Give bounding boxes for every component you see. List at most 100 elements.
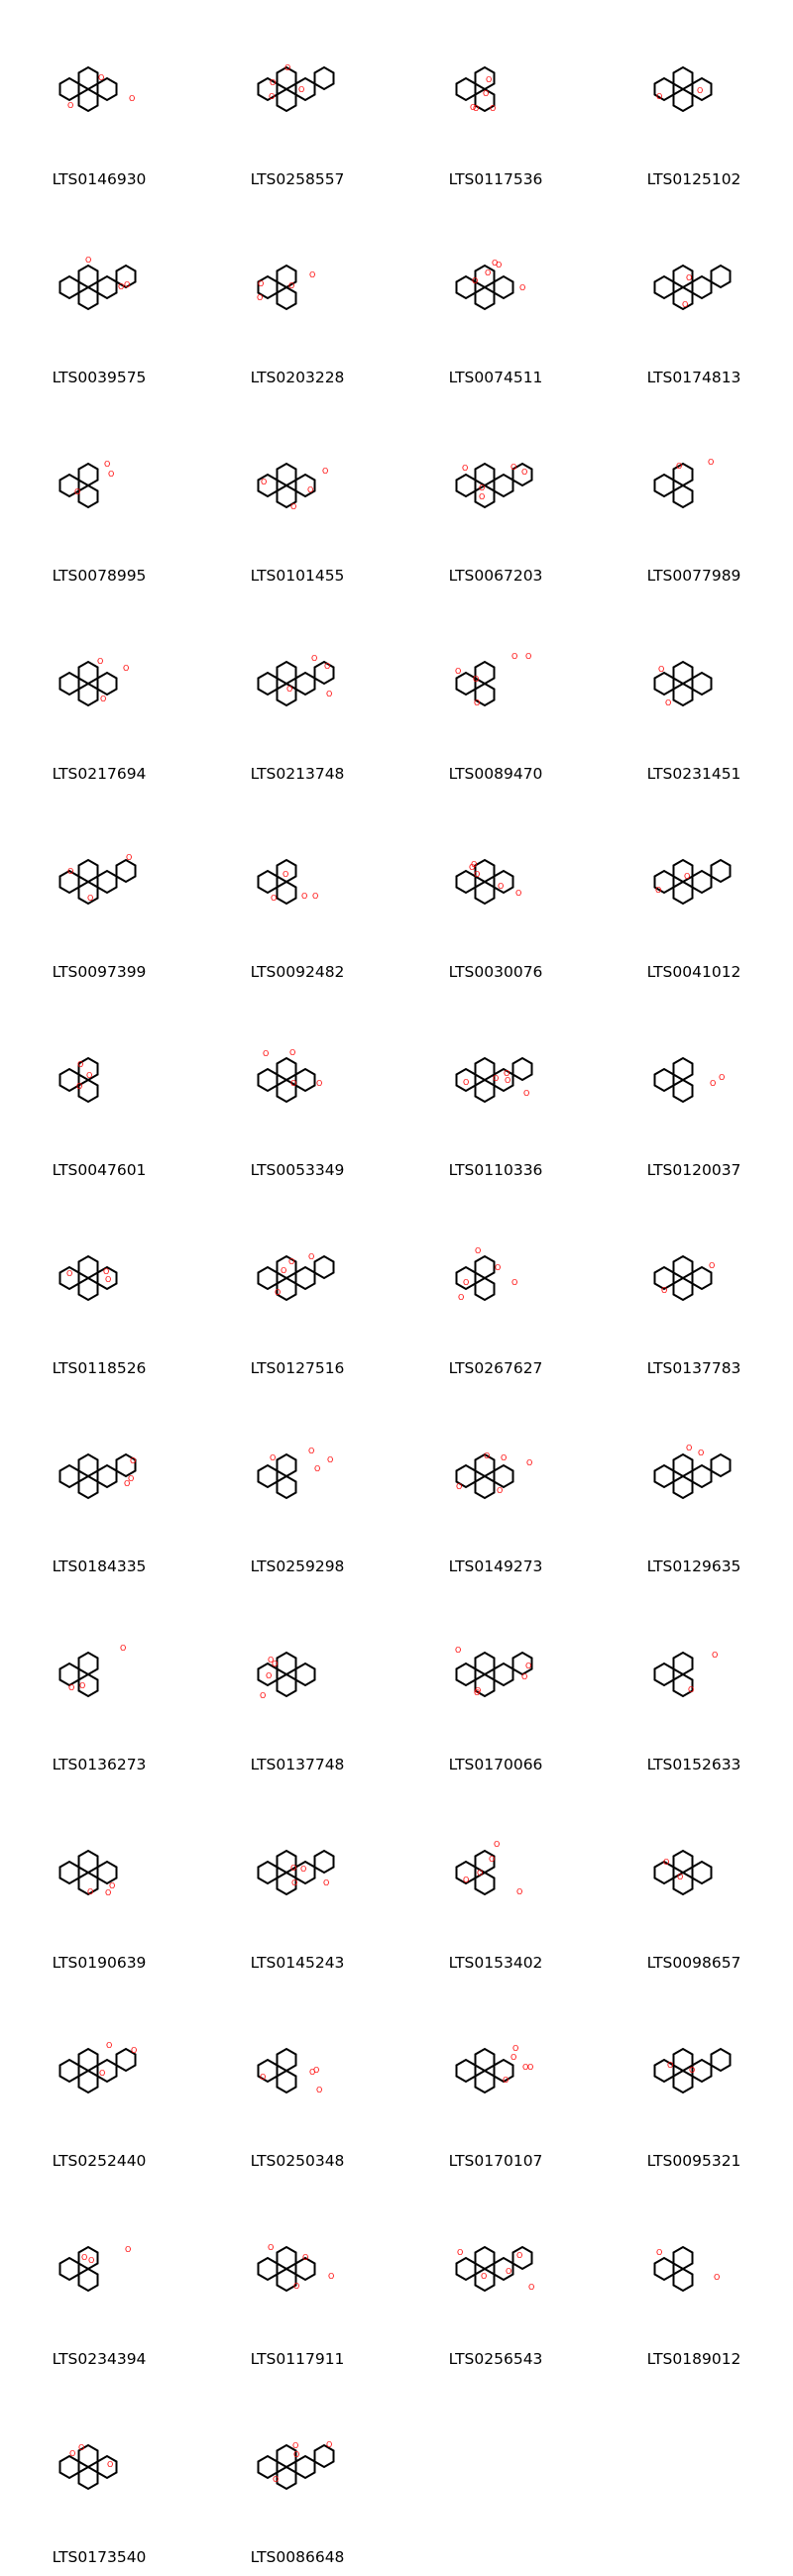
molecule-cell: O O O LTS0190639: [0, 1783, 198, 1982]
svg-text:O: O: [99, 2069, 105, 2078]
svg-text:O: O: [655, 886, 661, 895]
svg-text:O: O: [309, 2068, 315, 2077]
svg-text:O: O: [268, 2243, 274, 2252]
svg-text:O: O: [475, 1686, 481, 1695]
molecule-cell: O O LTS0098657: [595, 1783, 793, 1982]
svg-text:O: O: [505, 1076, 510, 1085]
molecule-id-label: LTS0189012: [646, 2350, 741, 2368]
svg-text:O: O: [492, 259, 498, 268]
svg-text:O: O: [124, 1479, 130, 1488]
molecule-cell: O O O O O LTS0067203: [396, 396, 595, 594]
svg-text:O: O: [667, 2061, 673, 2070]
svg-text:O: O: [288, 1257, 294, 1266]
svg-text:O: O: [105, 1275, 111, 1284]
svg-text:O: O: [271, 894, 277, 903]
svg-text:O: O: [129, 94, 135, 103]
molecule-id-label: LTS0252440: [52, 2152, 147, 2170]
svg-text:O: O: [661, 1286, 667, 1295]
molecule-cell: O O O O O LTS0170107: [396, 1982, 595, 2180]
svg-text:O: O: [526, 1458, 532, 1467]
svg-text:O: O: [120, 1644, 126, 1653]
svg-text:O: O: [131, 2046, 137, 2055]
molecule-cell: O O O LTS0252440: [0, 1982, 198, 2180]
molecule-id-label: LTS0117911: [250, 2350, 345, 2368]
svg-text:O: O: [308, 1252, 314, 1261]
svg-text:O: O: [708, 458, 714, 467]
svg-text:O: O: [516, 2251, 522, 2260]
svg-text:O: O: [106, 2041, 112, 2050]
svg-text:O: O: [77, 1060, 83, 1069]
svg-text:O: O: [326, 690, 332, 698]
molecule-structure-icon: OOO: [58, 65, 135, 113]
molecule-cell: O O O O LTS0137748: [198, 1585, 396, 1783]
svg-text:O: O: [290, 1079, 296, 1088]
molecule-structure-icon: OO: [653, 65, 713, 113]
molecule-id-label: LTS0078995: [52, 567, 147, 585]
molecule-id-label: LTS0077989: [646, 567, 741, 585]
svg-text:O: O: [677, 1873, 683, 1881]
molecule-cell: O O O O O LTS0153402: [396, 1783, 595, 1982]
svg-text:O: O: [686, 273, 692, 282]
svg-text:O: O: [463, 1278, 469, 1287]
molecule-structure-icon: OOO: [58, 1056, 99, 1104]
molecule-cell: O O O O LTS0127516: [198, 1189, 396, 1387]
molecule-structure-icon: OOO: [58, 1254, 118, 1302]
svg-text:O: O: [719, 1073, 725, 1082]
molecule-id-label: LTS0190639: [52, 1954, 147, 1972]
molecule-cell: O O LTS0125102: [595, 0, 793, 198]
svg-text:O: O: [270, 1453, 276, 1462]
svg-text:O: O: [656, 92, 662, 101]
molecule-id-label: LTS0086648: [250, 2548, 345, 2566]
svg-text:O: O: [689, 2066, 695, 2075]
molecule-cell: O O O O LTS0101455: [198, 396, 396, 594]
svg-text:O: O: [269, 92, 275, 101]
molecule-id-label: LTS0153402: [448, 1954, 543, 1972]
svg-text:O: O: [107, 2460, 113, 2469]
svg-text:O: O: [527, 2063, 533, 2072]
molecule-structure-icon: OO: [653, 1651, 718, 1698]
svg-text:O: O: [512, 2044, 518, 2053]
molecule-id-label: LTS0092482: [250, 963, 345, 981]
molecule-id-label: LTS0152633: [646, 1756, 741, 1773]
molecule-structure-icon: OOO: [58, 657, 129, 707]
molecule-cell: O O O O O LTS0110336: [396, 991, 595, 1189]
svg-text:O: O: [327, 1455, 333, 1464]
molecule-cell: O O LTS0189012: [595, 2180, 793, 2378]
molecule-cell: O O O O O LTS0170066: [396, 1585, 595, 1783]
molecule-id-label: LTS0129635: [646, 1557, 741, 1575]
svg-text:O: O: [326, 2440, 332, 2449]
svg-text:O: O: [486, 75, 492, 84]
svg-text:O: O: [456, 1482, 462, 1491]
svg-text:O: O: [472, 276, 478, 285]
svg-text:O: O: [497, 1486, 503, 1495]
svg-text:O: O: [261, 478, 267, 486]
svg-text:O: O: [525, 1662, 531, 1670]
molecule-id-label: LTS0039575: [52, 369, 147, 386]
molecule-id-label: LTS0234394: [52, 2350, 147, 2368]
molecule-id-label: LTS0047601: [52, 1161, 147, 1179]
svg-text:O: O: [676, 462, 682, 471]
molecule-structure-icon: OO: [653, 458, 714, 509]
molecule-id-label: LTS0120037: [646, 1161, 741, 1179]
svg-text:O: O: [87, 1887, 93, 1896]
svg-text:O: O: [125, 2245, 131, 2254]
molecule-id-label: LTS0110336: [448, 1161, 543, 1179]
svg-text:O: O: [128, 1474, 134, 1483]
molecule-cell: O O O LTS0039575: [0, 198, 198, 396]
svg-text:O: O: [463, 1876, 469, 1884]
svg-text:O: O: [498, 882, 504, 891]
svg-text:O: O: [314, 1464, 320, 1473]
svg-text:O: O: [462, 464, 468, 473]
molecule-cell: O O O O O LTS0256543: [396, 2180, 595, 2378]
svg-text:O: O: [273, 2475, 279, 2484]
svg-text:O: O: [323, 1878, 329, 1887]
svg-text:O: O: [103, 1267, 109, 1276]
svg-text:O: O: [455, 1646, 461, 1655]
svg-text:O: O: [87, 894, 93, 903]
svg-text:O: O: [686, 1444, 692, 1452]
svg-text:O: O: [473, 675, 479, 684]
